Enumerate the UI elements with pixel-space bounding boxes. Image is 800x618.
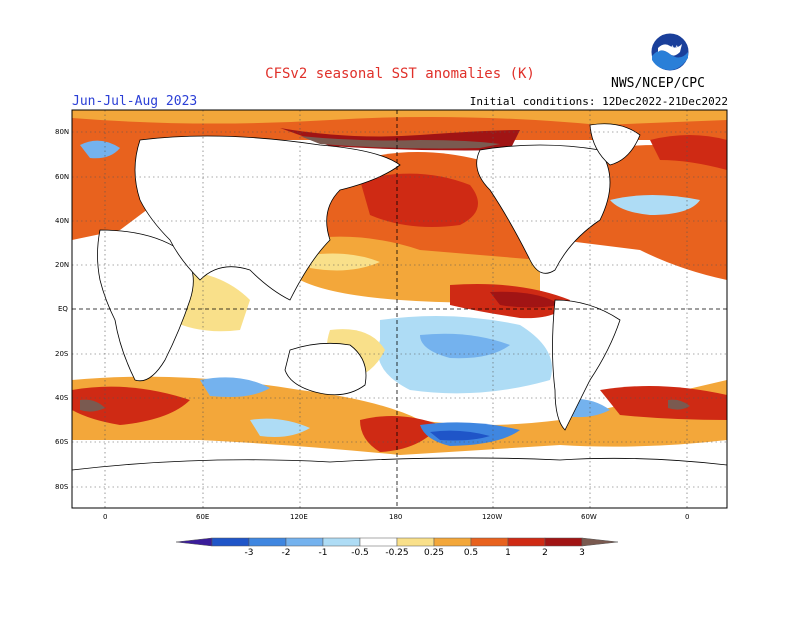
lon-label: 120W bbox=[482, 513, 503, 521]
map-frame bbox=[71, 109, 728, 509]
lon-label: 120E bbox=[290, 513, 308, 521]
colorbar-label: 0.5 bbox=[463, 548, 479, 558]
colorbar-label: -0.25 bbox=[385, 548, 409, 558]
colorbar-arrow-high bbox=[581, 537, 619, 547]
colorbar bbox=[175, 537, 619, 547]
lat-label: 60S bbox=[55, 438, 69, 446]
svg-text:NOAA: NOAA bbox=[661, 45, 679, 52]
lat-label: 80N bbox=[55, 128, 70, 136]
colorbar-label: 3 bbox=[579, 548, 585, 558]
colorbar-label: -2 bbox=[281, 548, 291, 558]
colorbar-swatch bbox=[396, 537, 435, 547]
lat-label: 20N bbox=[55, 261, 70, 269]
lon-label: 0 bbox=[103, 513, 108, 521]
colorbar-swatch bbox=[322, 537, 361, 547]
colorbar-swatch bbox=[433, 537, 472, 547]
lat-label: 40S bbox=[55, 394, 69, 402]
lat-label: 20S bbox=[55, 350, 69, 358]
season-label: Jun-Jul-Aug 2023 bbox=[72, 94, 198, 109]
colorbar-label: -0.5 bbox=[351, 548, 369, 558]
lon-label: 180 bbox=[389, 513, 403, 521]
colorbar-swatch bbox=[248, 537, 287, 547]
lat-label: 40N bbox=[55, 217, 70, 225]
agency-label: NWS/NCEP/CPC bbox=[611, 76, 705, 91]
chart-title: CFSv2 seasonal SST anomalies (K) bbox=[265, 66, 535, 82]
colorbar-swatch bbox=[359, 537, 398, 547]
lat-label: EQ bbox=[58, 305, 68, 313]
colorbar-label: 2 bbox=[542, 548, 548, 558]
colorbar-label: 0.25 bbox=[423, 548, 445, 558]
colorbar-label: -3 bbox=[244, 548, 254, 558]
colorbar-swatch bbox=[544, 537, 583, 547]
lon-label: 60W bbox=[581, 513, 597, 521]
colorbar-swatch bbox=[507, 537, 546, 547]
colorbar-swatch bbox=[285, 537, 324, 547]
colorbar-label: -1 bbox=[318, 548, 328, 558]
lat-label: 60N bbox=[55, 173, 70, 181]
lon-label: 0 bbox=[685, 513, 690, 521]
lon-label: 60E bbox=[196, 513, 210, 521]
initial-conditions: Initial conditions: 12Dec2022-21Dec2022 bbox=[469, 95, 728, 108]
lat-label: 80S bbox=[55, 483, 69, 491]
noaa-logo-icon: NOAA bbox=[650, 32, 690, 72]
colorbar-label: 1 bbox=[505, 548, 511, 558]
equator-dateline bbox=[72, 110, 727, 508]
colorbar-swatch bbox=[470, 537, 509, 547]
colorbar-arrow-low bbox=[175, 537, 213, 547]
colorbar-swatch bbox=[211, 537, 250, 547]
